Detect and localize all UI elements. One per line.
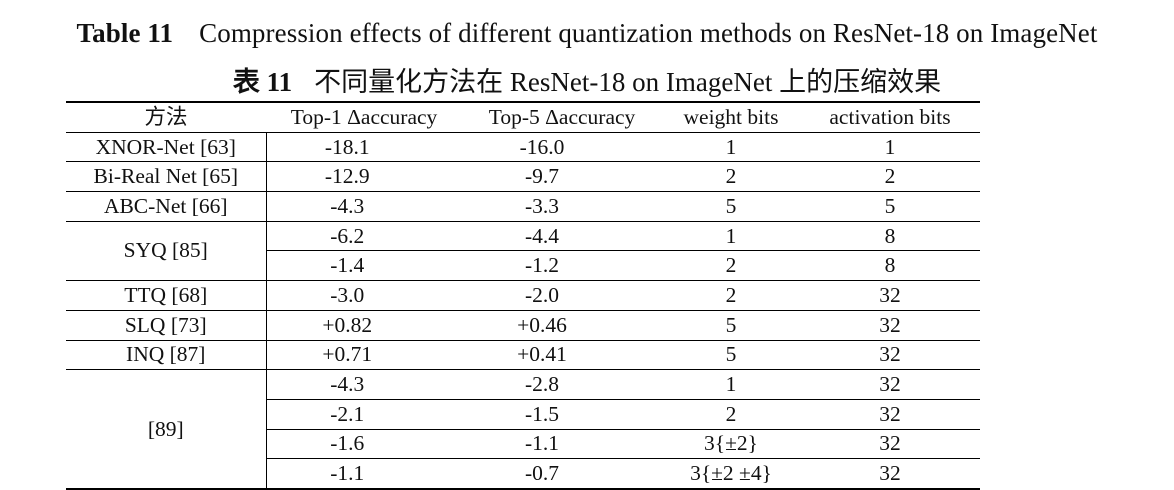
header-activation-bits: activation bits xyxy=(829,104,951,129)
top5-cell: +0.46 xyxy=(517,312,567,337)
table-row: [89] -4.3 -2.8 1 32 xyxy=(66,369,980,489)
table-caption-english: Table 11 Compression effects of different… xyxy=(0,18,1174,49)
activation-bits-cell: 32 xyxy=(879,461,901,486)
weight-bits-cell: 1 xyxy=(725,223,737,248)
table-row: SLQ [73] +0.82 +0.46 5 32 xyxy=(66,310,980,340)
top5-cell: -4.4 xyxy=(524,223,560,248)
weight-bits-cell: 1 xyxy=(725,372,737,397)
top5-cell: -0.7 xyxy=(524,461,560,486)
top1-cell: +0.71 xyxy=(322,342,373,367)
activation-bits-cell: 32 xyxy=(879,282,901,307)
activation-bits-cell: 5 xyxy=(884,193,896,218)
method-cell: INQ [87] xyxy=(66,340,267,370)
top5-cell: -1.2 xyxy=(524,253,560,278)
header-top5: Top-5 Δaccuracy xyxy=(488,104,636,129)
top5-cell: -9.7 xyxy=(524,164,560,189)
table-row: Bi-Real Net [65] -12.9 -9.7 2 2 xyxy=(66,161,980,192)
top1-cell: -18.1 xyxy=(324,134,370,159)
weight-bits-cell: 5 xyxy=(725,312,737,337)
method-cell: XNOR-Net [63] xyxy=(66,132,267,162)
table-row: ABC-Net [66] -4.3 -3.3 5 5 xyxy=(66,191,980,222)
activation-bits-cell: 1 xyxy=(884,134,896,159)
top1-cell: -3.0 xyxy=(330,282,365,307)
table-title-zh: 不同量化方法在 ResNet-18 on ImageNet 上的压缩效果 xyxy=(314,67,942,97)
table-row: SYQ [85] -6.2 -4.4 1 8 xyxy=(66,221,980,281)
top1-cell: -2.1 xyxy=(330,401,365,426)
method-cell: Bi-Real Net [65] xyxy=(66,161,267,192)
method-cell: TTQ [68] xyxy=(66,280,267,311)
activation-bits-cell: 8 xyxy=(884,223,896,248)
weight-bits-cell: 3{±2} xyxy=(704,431,758,456)
table-row: INQ [87] +0.71 +0.41 5 32 xyxy=(66,340,980,370)
top1-cell: -12.9 xyxy=(324,164,370,189)
top1-cell: -4.3 xyxy=(330,193,365,218)
header-top1: Top-1 Δaccuracy xyxy=(290,104,438,129)
top5-cell: -1.5 xyxy=(524,401,560,426)
method-cell: SYQ [85] xyxy=(66,221,267,281)
header-method: 方法 xyxy=(144,104,188,129)
header-row: 方法 Top-1 Δaccuracy Top-5 Δaccuracy weigh… xyxy=(66,102,980,133)
table-row: -1.6 -1.1 3{±2} 32 xyxy=(66,429,980,459)
top1-cell: -1.1 xyxy=(330,461,365,486)
table-row: XNOR-Net [63] -18.1 -16.0 1 1 xyxy=(66,132,980,162)
weight-bits-cell: 5 xyxy=(725,193,737,218)
top5-cell: -3.3 xyxy=(524,193,560,218)
activation-bits-cell: 8 xyxy=(884,253,896,278)
weight-bits-cell: 2 xyxy=(725,401,737,426)
table-body: XNOR-Net [63] -18.1 -16.0 1 1 Bi-Real Net [65… xyxy=(66,132,980,489)
table-row: -2.1 -1.5 2 32 xyxy=(66,399,980,429)
weight-bits-cell: 3{±2 ±4} xyxy=(690,461,772,486)
quantization-table: 方法 Top-1 Δaccuracy Top-5 Δaccuracy weigh… xyxy=(66,101,980,490)
table-title: Compression effects of different quantiz… xyxy=(199,18,1098,48)
activation-bits-cell: 32 xyxy=(879,312,901,337)
method-cell: ABC-Net [66] xyxy=(66,191,267,222)
top5-cell: -2.0 xyxy=(524,282,560,307)
activation-bits-cell: 32 xyxy=(879,372,901,397)
top1-cell: -1.4 xyxy=(330,253,365,278)
activation-bits-cell: 32 xyxy=(879,431,901,456)
top5-cell: -1.1 xyxy=(524,431,560,456)
table-row: TTQ [68] -3.0 -2.0 2 32 xyxy=(66,280,980,311)
activation-bits-cell: 32 xyxy=(879,401,901,426)
top1-cell: -4.3 xyxy=(330,372,365,397)
top5-cell: +0.41 xyxy=(517,342,567,367)
top1-cell: -1.6 xyxy=(330,431,365,456)
weight-bits-cell: 1 xyxy=(725,134,737,159)
table-label: Table 11 xyxy=(76,18,174,48)
table-label-zh: 表 11 xyxy=(232,67,293,97)
header-weight-bits: weight bits xyxy=(683,104,779,129)
activation-bits-cell: 2 xyxy=(884,164,896,189)
top1-cell: +0.82 xyxy=(322,312,373,337)
weight-bits-cell: 2 xyxy=(725,253,737,278)
weight-bits-cell: 2 xyxy=(725,164,737,189)
top5-cell: -2.8 xyxy=(524,372,560,397)
method-cell: [89] xyxy=(66,369,267,489)
top5-cell: -16.0 xyxy=(519,134,565,159)
weight-bits-cell: 2 xyxy=(725,282,737,307)
table-caption-chinese: 表 11 不同量化方法在 ResNet-18 on ImageNet 上的压缩效果 xyxy=(0,60,1174,99)
table-row: -1.4 -1.2 2 8 xyxy=(66,250,980,281)
top1-cell: -6.2 xyxy=(330,223,365,248)
activation-bits-cell: 32 xyxy=(879,342,901,367)
weight-bits-cell: 5 xyxy=(725,342,737,367)
method-cell: SLQ [73] xyxy=(66,310,267,340)
